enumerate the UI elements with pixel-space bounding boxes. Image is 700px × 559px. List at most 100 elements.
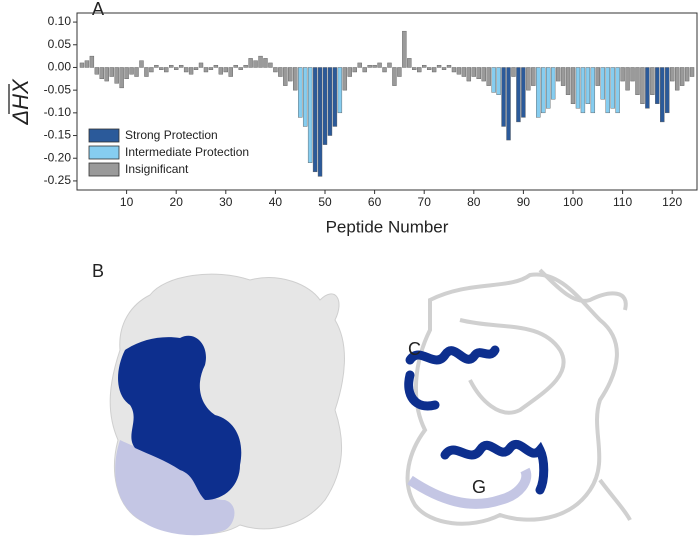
legend-label: Intermediate Protection [125,145,249,159]
y-tick-label: 0.10 [48,14,72,28]
bar [486,67,491,86]
bar [660,67,665,123]
legend-label: Strong Protection [125,128,218,142]
bar [188,67,194,75]
bar [650,67,655,95]
bar [481,67,486,82]
bar [193,67,199,70]
bar [436,64,442,68]
bar [456,67,462,75]
bar [94,67,100,75]
bar [119,67,124,89]
bar [253,60,258,68]
bar [526,67,531,91]
bar [595,67,600,86]
bar [565,67,571,95]
bar [114,67,119,84]
bar [203,67,209,73]
bar [580,67,586,114]
bar [332,67,338,127]
bar [208,67,214,70]
bar [268,62,273,68]
bar [144,67,149,77]
bar [501,67,506,127]
bar [536,67,541,118]
bar [684,67,690,82]
bar [605,67,610,114]
x-tick-label: 120 [662,195,682,209]
bar [635,67,640,95]
bar [183,67,189,73]
bar [367,64,372,68]
bar [382,67,387,73]
bar [263,58,268,68]
bar [392,67,397,86]
bar [590,67,596,114]
bar [461,67,467,77]
bar [293,67,298,91]
bar [288,67,293,82]
bar [352,67,357,73]
bar [560,67,566,86]
bar [555,67,561,82]
bar [550,67,556,100]
bar [412,67,417,70]
bar [327,67,333,136]
legend-swatch [88,145,120,160]
x-axis-label: Peptide Number [326,217,449,236]
bar [154,64,159,68]
legend-swatch [88,128,120,143]
bar [104,67,109,82]
x-tick-label: 10 [120,195,134,209]
bar [674,67,680,91]
bar [164,67,169,73]
bar [377,62,382,68]
y-axis-label: ΔHX [8,78,33,126]
bar [446,64,452,68]
bar [541,67,546,114]
y-tick-label: -0.10 [44,105,72,119]
bar [689,67,695,77]
bar [312,67,318,173]
bar [178,64,184,68]
bar [570,67,576,104]
bar [679,67,685,86]
panel-label: B [92,261,104,281]
bar [471,67,476,77]
x-tick-label: 20 [170,195,184,209]
bar [362,67,367,73]
bar [169,64,174,68]
x-tick-label: 100 [563,195,583,209]
bar [129,67,134,75]
surface-model [109,273,345,536]
bar [238,67,243,70]
bar [625,67,630,91]
bar [451,67,457,73]
bar [248,58,253,68]
x-tick-label: 80 [467,195,481,209]
legend-swatch [88,162,120,177]
y-tick-label: 0.05 [48,37,72,51]
bar [322,67,328,145]
y-tick-label: -0.15 [44,128,72,142]
bar [84,60,90,68]
bar [99,67,104,80]
bar [139,60,144,68]
bar [298,67,303,118]
bar [357,62,362,68]
bar [213,64,219,68]
x-tick-label: 110 [613,195,632,209]
bar [317,67,323,177]
bar [511,67,516,77]
bar [283,67,288,86]
bar [670,67,675,82]
bar [630,67,635,82]
bar [243,64,248,68]
bar [174,67,179,70]
bar [307,67,313,163]
bar [89,55,95,68]
x-tick-label: 50 [318,195,332,209]
y-tick-label: 0.00 [48,60,72,74]
